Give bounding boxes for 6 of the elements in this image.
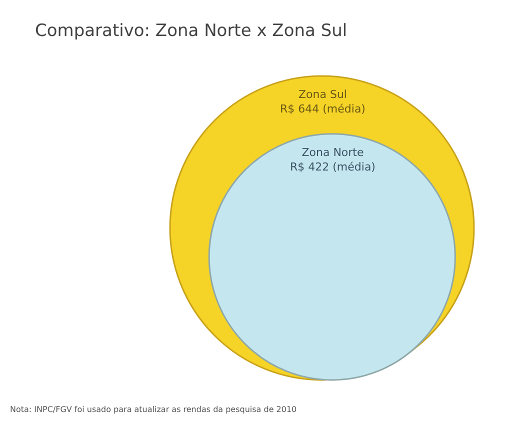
category-label: Zona Norte bbox=[302, 146, 364, 159]
text: Nota: INPC/FGV foi usado para atualizar as rendas da pesquisa de 2010 bbox=[10, 405, 297, 414]
data-label: R$ 644 (média) bbox=[280, 102, 366, 116]
text: Comparativo: Zona Norte x Zona Sul bbox=[35, 20, 348, 41]
category-label: Zona Sul bbox=[298, 88, 347, 101]
data-label: R$ 422 (média) bbox=[290, 160, 376, 174]
